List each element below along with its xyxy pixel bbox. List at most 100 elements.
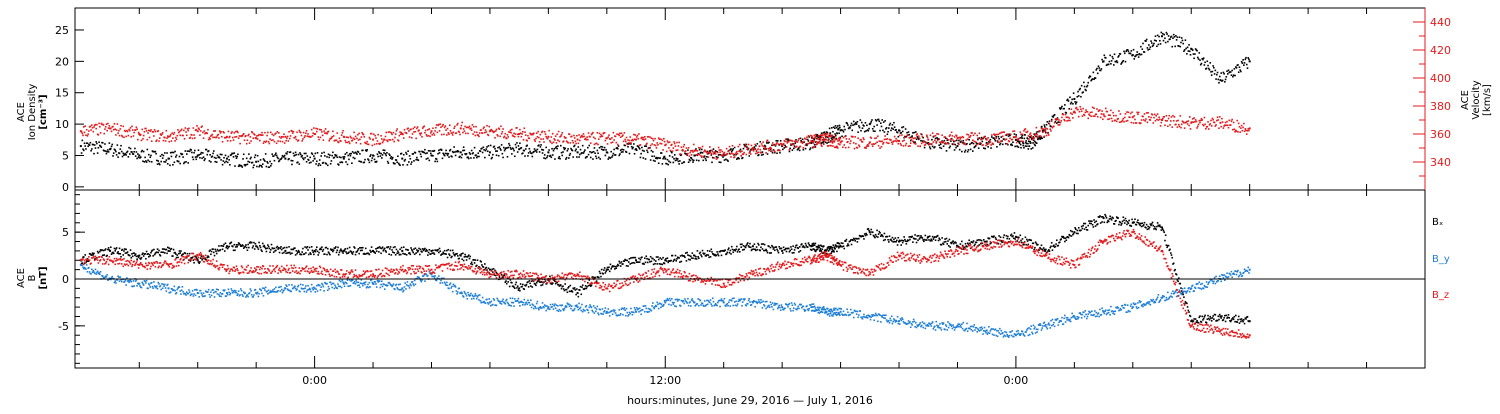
series-fill-dot: [774, 151, 776, 154]
series-fill-dot: [440, 126, 442, 129]
series-fill-dot: [162, 154, 165, 157]
series-fill-dot: [322, 139, 325, 141]
series-fill-dot: [1143, 51, 1146, 53]
series-fill-dot: [672, 161, 675, 164]
series-fill-dot: [305, 152, 307, 155]
series-fill-dot: [354, 253, 357, 256]
series-fill-dot: [1207, 67, 1210, 70]
series-fill-dot: [801, 138, 804, 141]
series-fill-dot: [589, 150, 591, 153]
series-fill-dot: [375, 160, 378, 163]
series-fill-dot: [698, 159, 700, 162]
series-fill-dot: [1093, 107, 1095, 110]
series-fill-dot: [554, 158, 556, 160]
series-fill-dot: [557, 157, 560, 160]
series-fill-dot: [1143, 221, 1146, 224]
series-fill-dot: [1178, 45, 1180, 47]
series-fill-dot: [1177, 119, 1179, 122]
series-fill-dot: [1183, 49, 1186, 51]
series-fill-dot: [768, 245, 770, 248]
series-fill-dot: [694, 257, 697, 260]
series-fill-dot: [935, 236, 938, 238]
series-fill-dot: [649, 159, 652, 161]
series-fill-dot: [1137, 111, 1140, 114]
series-fill-dot: [604, 272, 607, 274]
series-fill-dot: [937, 133, 940, 135]
series-fill-dot: [622, 149, 625, 151]
series-fill-dot: [662, 137, 665, 140]
series-fill-dot: [969, 148, 972, 151]
series-fill-dot: [1173, 36, 1176, 38]
series-fill-dot: [865, 232, 867, 235]
series-fill-dot: [1216, 119, 1218, 122]
series-fill-dot: [1159, 125, 1162, 127]
series-fill-dot: [389, 157, 392, 160]
series-fill-dot: [93, 126, 95, 128]
series-fill-dot: [1131, 111, 1133, 114]
series-fill-dot: [923, 140, 925, 143]
series-fill-dot: [727, 248, 729, 251]
series-fill-dot: [1220, 125, 1222, 128]
series-fill-dot: [649, 255, 652, 258]
series-fill-dot: [1245, 133, 1248, 135]
series-fill-dot: [936, 234, 939, 237]
series-fill-dot: [1184, 301, 1187, 303]
series-fill-dot: [1009, 137, 1011, 140]
series-fill-dot: [235, 244, 238, 246]
series-fill-dot: [826, 135, 829, 138]
series-fill-dot: [1183, 121, 1185, 124]
series-fill-dot: [1004, 139, 1006, 141]
series-fill-dot: [112, 251, 114, 254]
series-fill-dot: [773, 246, 775, 249]
series-fill-dot: [436, 131, 439, 134]
series-fill-dot: [1096, 115, 1099, 118]
series-fill-dot: [382, 249, 385, 252]
series-fill-dot: [1175, 120, 1178, 122]
series-fill-dot: [483, 148, 485, 151]
series-fill-dot: [688, 254, 691, 257]
series-fill-dot: [597, 138, 600, 140]
series-fill-dot: [262, 245, 265, 248]
series-fill-dot: [1023, 137, 1026, 140]
series-fill-dot: [193, 151, 195, 154]
series-fill-dot: [711, 251, 713, 253]
series-fill-dot: [1149, 46, 1152, 48]
series-fill-dot: [994, 236, 997, 239]
series-fill-dot: [569, 152, 572, 155]
series-fill-dot: [458, 257, 461, 260]
series-fill-dot: [831, 142, 834, 144]
series-fill-dot: [1067, 100, 1070, 102]
series-fill-dot: [1096, 67, 1098, 70]
series-fill-dot: [278, 136, 281, 138]
series-fill-dot: [469, 255, 472, 258]
series-fill-dot: [844, 128, 846, 131]
series-fill-dot: [584, 138, 586, 141]
series-fill-dot: [1121, 62, 1123, 64]
series-fill-dot: [1234, 320, 1236, 323]
series-fill-dot: [1226, 73, 1229, 75]
series-fill-dot: [288, 157, 290, 160]
series-fill-dot: [325, 163, 328, 165]
series-fill-dot: [462, 131, 464, 134]
series-fill-dot: [1198, 52, 1201, 54]
series-fill-dot: [520, 146, 523, 149]
series-fill-dot: [400, 246, 403, 249]
series-fill-dot: [195, 158, 198, 161]
series-fill-dot: [481, 132, 484, 134]
series-fill-dot: [569, 142, 572, 144]
series-fill-dot: [465, 132, 467, 135]
series-fill-dot: [189, 136, 192, 139]
series-fill-dot: [272, 251, 275, 253]
series-fill-dot: [150, 129, 152, 131]
series-fill-dot: [427, 149, 430, 152]
series-fill-dot: [282, 136, 284, 138]
series-fill-dot: [106, 129, 108, 132]
series-fill-dot: [475, 154, 477, 156]
series-fill-dot: [1070, 235, 1073, 237]
series-fill-dot: [1019, 131, 1022, 133]
series-fill-dot: [492, 130, 494, 133]
series-fill-dot: [726, 159, 729, 162]
series-fill-dot: [1036, 133, 1038, 136]
series-fill-dot: [980, 136, 983, 139]
series-fill-dot: [302, 138, 304, 140]
